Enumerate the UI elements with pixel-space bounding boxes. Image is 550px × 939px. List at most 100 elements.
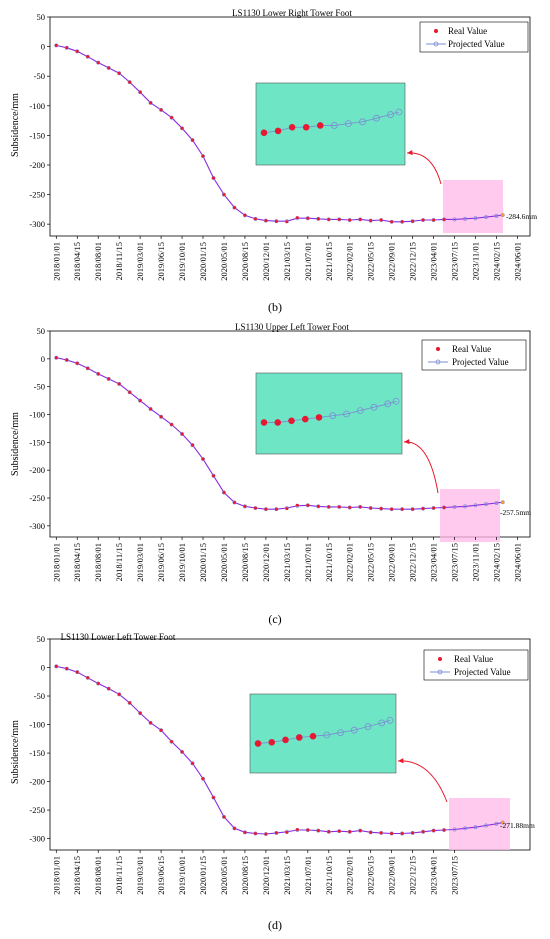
projected-point: [232, 500, 237, 505]
real-point: [96, 61, 100, 65]
y-tick-label: -250: [29, 805, 45, 815]
projected-point: [494, 821, 499, 826]
legend-real-marker: [434, 29, 438, 33]
real-point: [264, 507, 268, 511]
real-point: [411, 831, 415, 835]
y-tick-label: -250: [29, 190, 45, 200]
projected-point: [190, 761, 195, 766]
x-tick-label: 2021/10/15: [324, 242, 334, 281]
inset-projected-point: [344, 120, 352, 128]
projected-point: [138, 711, 143, 716]
real-point: [432, 218, 436, 222]
y-tick-label: -300: [29, 219, 45, 229]
real-point: [243, 830, 247, 834]
projected-point: [316, 504, 321, 509]
x-tick-label: 2022/05/15: [366, 856, 376, 895]
legend-real-label: Real Value: [452, 344, 491, 354]
callout-arrowhead: [398, 758, 404, 764]
inset-projected-line: [263, 111, 400, 134]
projected-point: [379, 218, 384, 222]
real-point: [306, 828, 310, 832]
projected-point: [75, 49, 80, 54]
legend-real-marker: [436, 347, 440, 351]
projected-point: [190, 138, 195, 143]
inset-real-point: [309, 733, 317, 740]
projected-point: [106, 65, 111, 70]
real-point: [432, 506, 436, 510]
real-point: [411, 219, 415, 223]
projected-point: [222, 192, 226, 197]
end-value-marker: [501, 820, 505, 825]
real-point: [337, 829, 341, 833]
y-tick-label: -50: [34, 691, 45, 701]
real-point: [421, 507, 425, 511]
projected-point: [400, 507, 405, 512]
x-tick-label: 2024/02/15: [491, 242, 501, 281]
projected-point: [169, 739, 174, 744]
x-tick-label: 2020/08/15: [240, 856, 250, 895]
callout-arrowhead: [404, 438, 410, 445]
y-tick-label: -200: [29, 777, 45, 787]
x-tick-label: 2022/12/15: [408, 242, 418, 281]
inset-real-point: [282, 736, 289, 744]
real-point: [107, 377, 111, 381]
inset-real-point: [274, 419, 281, 426]
projected-point: [64, 666, 69, 671]
x-tick-label: 2018/08/01: [93, 856, 103, 895]
panel-caption: (b): [268, 300, 282, 314]
y-tick-label: -150: [29, 748, 45, 758]
real-point: [379, 831, 383, 835]
projected-point: [484, 823, 488, 828]
real-point: [75, 361, 79, 365]
real-point: [54, 356, 58, 360]
projected-point: [117, 381, 122, 386]
real-point: [96, 681, 100, 685]
projected-point: [484, 502, 488, 507]
projected-point: [274, 830, 279, 835]
x-tick-label: 2020/12/01: [261, 543, 271, 582]
legend: Real Value Projected Value: [419, 21, 529, 53]
legend-box: [421, 339, 527, 371]
real-point: [285, 830, 289, 834]
projected-point: [180, 432, 185, 436]
projected-point: [169, 115, 174, 120]
projected-point: [442, 828, 447, 832]
projected-point: [85, 54, 90, 59]
real-point: [274, 507, 278, 511]
inset-projected-point: [329, 412, 337, 420]
callout-arrow: [406, 152, 442, 185]
x-tick-label: 2018/11/15: [114, 543, 124, 581]
x-tick-label: 2018/11/15: [114, 242, 124, 280]
real-point: [442, 217, 446, 221]
real-point: [285, 220, 289, 224]
real-point: [222, 193, 226, 197]
inset-projected-point: [323, 731, 331, 739]
real-point: [211, 474, 215, 478]
inset-projected-point: [386, 716, 394, 724]
projected-point: [274, 219, 279, 224]
projected-point: [463, 216, 467, 221]
projected-point: [421, 506, 426, 511]
projected-point: [222, 490, 226, 495]
y-tick-label: -150: [29, 437, 45, 447]
x-tick-label: 2023/04/01: [429, 543, 439, 582]
projected-point: [473, 503, 478, 508]
x-tick-label: 2019/06/15: [156, 856, 166, 895]
projected-point: [117, 71, 122, 76]
legend: Real Value Projected Value: [423, 649, 529, 681]
projection-highlight: [443, 180, 503, 233]
projected-point: [463, 504, 467, 509]
x-tick-label: 2024/06/01: [512, 543, 522, 582]
real-point: [285, 507, 289, 511]
real-point: [327, 505, 331, 509]
x-tick-label: 2020/08/15: [240, 242, 250, 281]
projected-point: [159, 107, 164, 112]
real-point: [138, 399, 142, 403]
inset-real-point: [260, 419, 268, 426]
x-tick-label: 2023/11/01: [471, 543, 481, 581]
x-tick-label: 2023/04/01: [429, 856, 439, 895]
projected-point: [337, 504, 342, 509]
projected-point: [400, 219, 405, 224]
projected-point: [368, 830, 373, 835]
real-point: [86, 55, 90, 59]
